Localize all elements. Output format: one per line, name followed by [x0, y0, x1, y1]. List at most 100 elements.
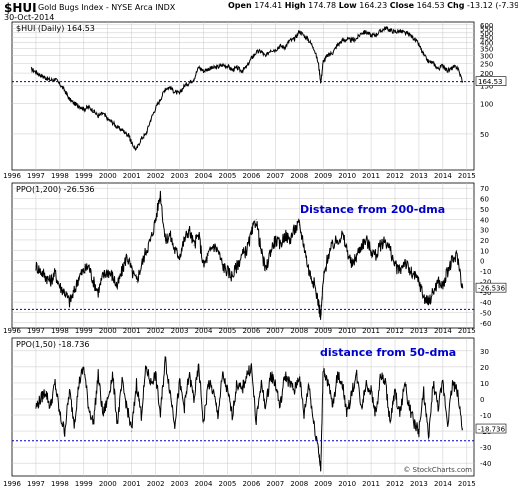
panel-1-data-point: [365, 31, 367, 33]
panel-3-data-point: [169, 390, 171, 392]
x-axis-label: 2015: [458, 480, 476, 488]
x-axis-label: 2003: [171, 480, 189, 488]
panel-3-ytick-label: 0: [480, 396, 484, 404]
panel-1-data-point: [93, 110, 94, 111]
panel-2-data-point: [418, 281, 420, 282]
x-axis-label: 1996: [3, 480, 21, 488]
panel-3-data-point: [432, 382, 434, 384]
panel-1-data-point: [116, 127, 118, 128]
panel-2-ytick-label: 60: [480, 196, 489, 204]
panel-3-data-point: [462, 428, 464, 430]
panel-2-data-point: [313, 281, 314, 282]
panel-2-data-point: [160, 193, 161, 194]
panel-3-data-point: [140, 414, 142, 416]
low-label: Low: [338, 1, 357, 10]
panel-2-ytick-label: 30: [480, 227, 489, 235]
panel-1-data-point: [83, 108, 85, 110]
panel-1-data-point: [351, 40, 353, 41]
panel-2-data-point: [150, 239, 152, 241]
panel-3-data-point: [351, 390, 353, 392]
panel-1-data-point: [432, 62, 434, 64]
panel-1-data-point: [227, 65, 228, 67]
panel-1-data-point: [59, 83, 61, 85]
x-axis-label: 1999: [75, 480, 93, 488]
panel-1-data-point: [265, 56, 267, 58]
panel-2-data-point: [241, 255, 243, 256]
x-axis-label: 1996: [3, 172, 21, 180]
high-value: 174.78: [308, 1, 337, 10]
panel-3-data-point: [88, 406, 89, 408]
x-axis-label: 2010: [338, 327, 356, 335]
x-axis-label: 2007: [266, 327, 284, 335]
panel-2-annotation: Distance from 200-dma: [300, 203, 445, 216]
panel-3-data-point: [246, 374, 248, 376]
panel-3-data-point: [35, 406, 37, 408]
panel-3-data-point: [308, 382, 310, 384]
panel-3-data-point: [437, 406, 439, 408]
panel-2-ytick-label: -10: [480, 268, 491, 276]
panel-2-data-point: [236, 265, 238, 267]
panel-2-data-point: [107, 270, 109, 272]
panel-1-data-point: [428, 61, 429, 62]
panel-1-data-point: [188, 82, 190, 84]
panel-3-data-point: [45, 390, 46, 392]
panel-3-data-point: [251, 366, 252, 368]
panel-1-data-point: [375, 34, 377, 35]
panel-2-data-point: [447, 270, 449, 272]
panel-1-frame: [11, 21, 475, 171]
panel-1-data-point: [418, 44, 420, 46]
panel-2-data-point: [341, 234, 343, 236]
panel-2-data-point: [164, 239, 166, 241]
panel-3-data-point: [423, 390, 425, 392]
panel-2-data-point: [320, 317, 322, 318]
panel-2-data-point: [126, 255, 128, 256]
x-axis-label: 2001: [123, 327, 141, 335]
x-axis-label: 1998: [51, 172, 69, 180]
panel-2-ytick-label: -50: [480, 309, 491, 317]
panel-1-data-point: [246, 66, 248, 68]
panel-2-data-point: [73, 291, 75, 293]
panel-1-data-point: [404, 32, 405, 34]
panel-1-data-point: [313, 46, 314, 48]
panel-1-data-point: [184, 85, 185, 87]
panel-2-data-point: [346, 249, 348, 251]
panel-2-data-point: [88, 265, 89, 267]
panel-2-data-point: [399, 270, 401, 272]
watermark-text: © StockCharts.com: [403, 466, 472, 474]
panel-2-ytick-label: 0: [480, 258, 484, 266]
panel-1-data-point: [274, 49, 276, 51]
panel-2-data-point: [251, 234, 252, 236]
panel-3-data-point: [188, 374, 190, 376]
panel-1-data-point: [442, 64, 444, 66]
open-label: Open: [228, 1, 252, 10]
panel-3-data-point: [64, 430, 66, 432]
panel-3-ytick-label: -10: [480, 412, 491, 420]
panel-1-last-value-box: [475, 76, 507, 86]
panel-2-data-point: [59, 286, 61, 287]
panel-3-data-point: [150, 382, 152, 384]
panel-3-ytick-label: 10: [480, 380, 489, 388]
panel-2-data-point: [97, 291, 99, 293]
panel-3-data-point: [231, 414, 233, 416]
panel-2-data-point: [289, 239, 291, 241]
panel-2-data-point: [83, 270, 85, 272]
high-label: High: [284, 1, 306, 10]
panel-3-data-point: [385, 382, 386, 384]
panel-3-data-point: [303, 414, 305, 416]
panel-3-data-point: [370, 390, 372, 392]
panel-2-data-point: [78, 275, 80, 277]
panel-2-data-point: [356, 255, 358, 256]
x-axis-label: 2005: [219, 172, 237, 180]
x-axis-label: 2002: [147, 480, 165, 488]
x-axis-label: 2001: [123, 172, 141, 180]
panel-2-data-point: [413, 275, 415, 277]
panel-2-last-value-label: -26.536: [478, 285, 506, 293]
panel-1-data-point: [236, 67, 238, 69]
panel-3-data-point: [447, 422, 449, 424]
panel-1-ytick-label: 300: [480, 52, 493, 60]
panel-1-data-point: [320, 82, 322, 84]
panel-2-data-point: [222, 265, 224, 267]
panel-1-data-point: [284, 46, 286, 48]
x-axis-label: 2010: [338, 480, 356, 488]
